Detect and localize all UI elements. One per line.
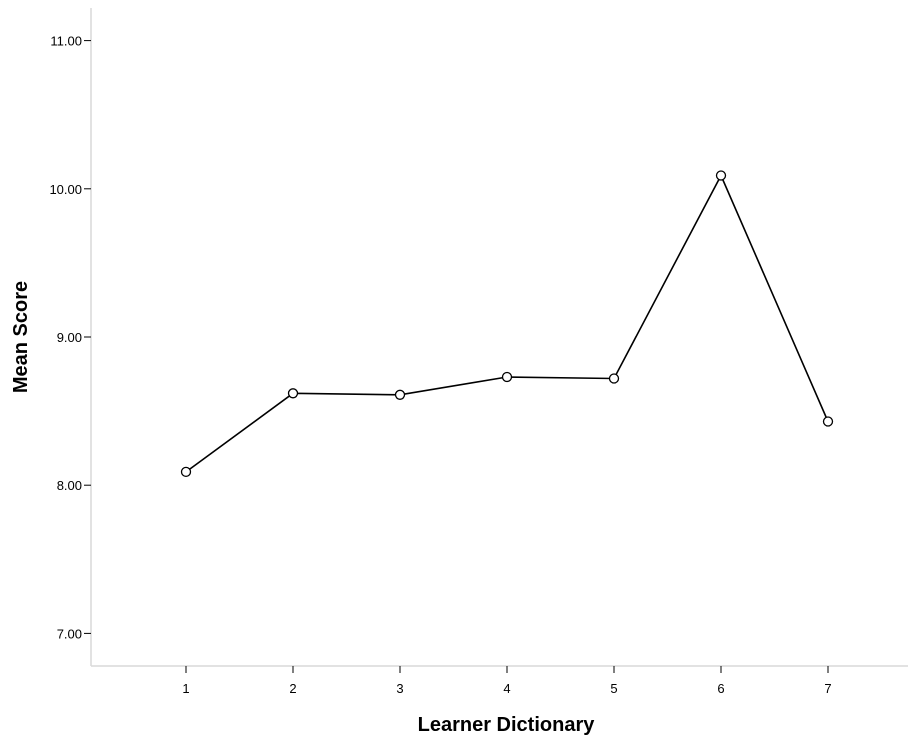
x-tick-label: 4 xyxy=(503,681,510,696)
x-axis-ticks: 1 2 3 4 5 6 7 xyxy=(182,666,832,696)
x-tick-label: 5 xyxy=(610,681,617,696)
x-tick-label: 6 xyxy=(717,681,724,696)
y-tick-label: 8.00 xyxy=(57,478,82,493)
x-axis-title: Learner Dictionary xyxy=(418,714,596,736)
y-axis-ticks: 7.00 8.00 9.00 10.00 11.00 xyxy=(49,34,91,641)
y-tick-label: 11.00 xyxy=(50,34,82,49)
y-tick-label: 7.00 xyxy=(57,626,82,641)
data-point xyxy=(180,466,192,478)
data-point xyxy=(287,388,299,399)
data-point xyxy=(822,416,834,427)
data-series xyxy=(180,170,834,478)
data-point xyxy=(715,170,727,181)
data-point xyxy=(394,389,406,400)
data-point xyxy=(501,371,513,383)
series-line xyxy=(185,173,829,473)
y-axis-title: Mean Score xyxy=(10,281,32,393)
x-tick-label: 3 xyxy=(396,681,403,696)
x-tick-label: 7 xyxy=(824,681,831,696)
y-tick-label: 9.00 xyxy=(57,330,82,345)
data-point xyxy=(608,373,620,384)
x-tick-label: 2 xyxy=(289,681,296,696)
x-tick-label: 1 xyxy=(182,681,189,696)
y-tick-label: 10.00 xyxy=(49,182,82,197)
